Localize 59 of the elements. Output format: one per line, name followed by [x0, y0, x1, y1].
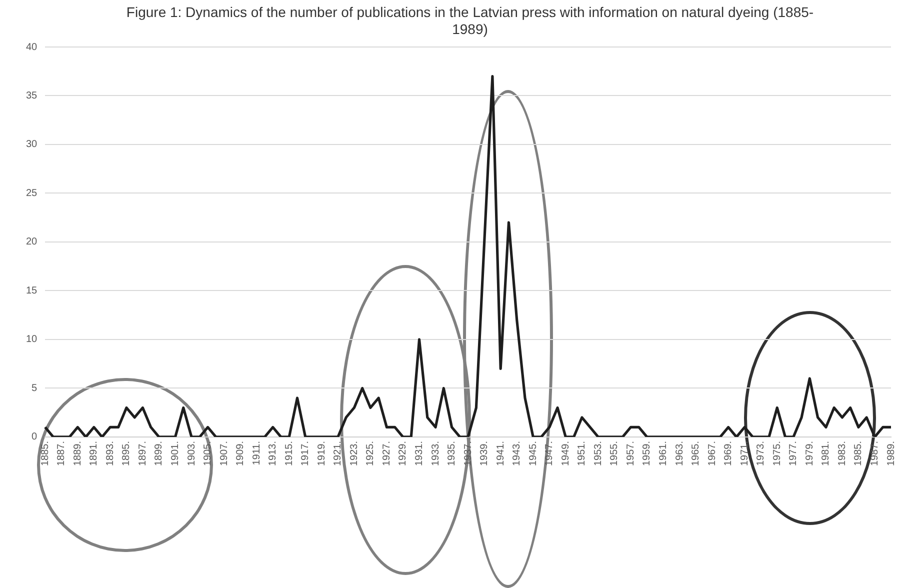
x-tick-label: 1919. — [316, 440, 328, 466]
x-tick-label: 1885. — [40, 440, 51, 466]
x-tick-label: 1965. — [690, 440, 702, 466]
x-tick-label: 1925. — [365, 440, 376, 466]
x-tick-label: 1935. — [446, 440, 458, 466]
x-tick-label: 1973. — [756, 440, 767, 466]
x-tick-label: 1893. — [104, 440, 116, 466]
x-tick-label: 1923. — [348, 440, 360, 466]
x-tick-label: 1975. — [772, 440, 783, 466]
x-tick-label: 1911. — [251, 440, 262, 466]
x-tick-label: 1979. — [804, 440, 816, 466]
y-tick-label: 0 — [32, 432, 38, 443]
x-tick-label: 1981. — [820, 440, 832, 466]
y-tick-label: 15 — [26, 285, 38, 296]
x-tick-label: 1949. — [560, 440, 572, 466]
y-tick-label: 25 — [26, 188, 38, 199]
x-tick-label: 1903. — [186, 440, 198, 466]
x-tick-label: 1917. — [300, 440, 312, 466]
x-tick-label: 1929. — [398, 440, 409, 466]
x-tick-label: 1961. — [658, 440, 670, 466]
x-tick-label: 1963. — [674, 440, 686, 466]
x-tick-label: 1945. — [528, 440, 539, 466]
y-tick-label: 40 — [26, 42, 38, 53]
y-tick-label: 35 — [26, 90, 38, 102]
x-tick-label: 1901. — [170, 440, 182, 466]
x-tick-label: 1939. — [479, 440, 490, 466]
x-tick-label: 1913. — [268, 440, 279, 466]
y-tick-label: 30 — [26, 139, 38, 150]
x-tick-label: 1897. — [137, 440, 148, 466]
y-tick-label: 5 — [32, 382, 38, 394]
x-tick-label: 1941. — [495, 440, 506, 466]
x-tick-label: 1909. — [235, 440, 246, 466]
x-tick-label: 1983. — [836, 440, 848, 466]
x-tick-label: 1907. — [218, 440, 230, 466]
x-tick-label: 1891. — [88, 440, 100, 466]
x-tick-label: 1951. — [576, 440, 588, 466]
x-tick-label: 1921. — [332, 440, 344, 466]
x-tick-label: 1887. — [56, 440, 68, 466]
x-tick-label: 1943. — [512, 440, 523, 466]
y-tick-label: 10 — [26, 334, 38, 346]
x-tick-label: 1895. — [121, 440, 132, 466]
chart-title: Figure 1: Dynamics of the number of publications in the Latvian press with information on natural dyeing (1885-1989) — [125, 4, 815, 38]
x-tick-label: 1927. — [381, 440, 392, 466]
x-tick-label: 1915. — [284, 440, 295, 466]
x-tick-label: 1989. — [886, 440, 897, 466]
x-tick-label: 1967. — [706, 440, 718, 466]
x-tick-label: 1931. — [414, 440, 426, 466]
x-tick-label: 1955. — [609, 440, 620, 466]
x-tick-label: 1969. — [723, 440, 734, 466]
x-tick-label: 1959. — [642, 440, 653, 466]
x-tick-label: 1957. — [625, 440, 636, 466]
x-tick-label: 1977. — [788, 440, 800, 466]
x-tick-label: 1933. — [430, 440, 442, 466]
x-tick-label: 1971. — [739, 440, 750, 466]
x-tick-label: 1985. — [853, 440, 864, 466]
x-tick-label: 1953. — [592, 440, 604, 466]
x-tick-label: 1899. — [154, 440, 165, 466]
y-tick-label: 20 — [26, 236, 38, 248]
x-tick-label: 1889. — [72, 440, 84, 466]
